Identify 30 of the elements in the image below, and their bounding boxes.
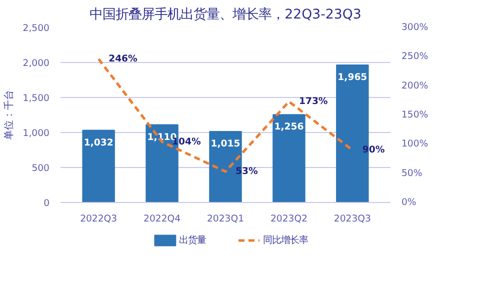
- x-tick-label: 2022Q3: [80, 214, 118, 224]
- bar: [272, 114, 306, 202]
- y2-tick-label: 200%: [402, 80, 428, 92]
- data-label: 1,015: [210, 138, 240, 150]
- y2-tick-label: 0%: [402, 197, 416, 208]
- y2-tick-label: 250%: [402, 51, 428, 62]
- x-tick-label: 2022Q4: [144, 214, 181, 224]
- y2-tick-label: 100%: [402, 138, 428, 150]
- bar: [82, 130, 115, 202]
- y-tick-label: 2,000: [22, 58, 50, 69]
- y2-tick-label: 50%: [402, 168, 422, 179]
- y-tick-label: 2,500: [22, 23, 50, 34]
- legend-label: 同比增长率: [262, 235, 308, 246]
- y2-tick-label: 150%: [402, 110, 428, 120]
- x-tick-label: 2023Q1: [206, 214, 244, 224]
- y-tick-label: 1,500: [22, 93, 50, 104]
- data-label: 1,965: [338, 72, 368, 83]
- y2-tick-label: 300%: [402, 22, 428, 33]
- y-axis-title: 单位：千台: [2, 90, 15, 140]
- y-tick-label: 0: [44, 198, 50, 209]
- y-tick-label: 1,000: [22, 128, 50, 139]
- y-tick-label: 500: [32, 163, 50, 174]
- legend-label: 出货量: [179, 235, 206, 246]
- x-tick-label: 2023Q2: [270, 214, 308, 224]
- data-label: 1,032: [84, 137, 114, 148]
- data-label: 1,256: [274, 122, 304, 133]
- chart-title: 中国折叠屏手机出货量、增长率，22Q3-23Q3: [90, 6, 362, 22]
- x-tick-label: 2023Q3: [334, 214, 371, 224]
- data-label: 246%: [108, 54, 138, 64]
- data-label: 173%: [298, 96, 328, 108]
